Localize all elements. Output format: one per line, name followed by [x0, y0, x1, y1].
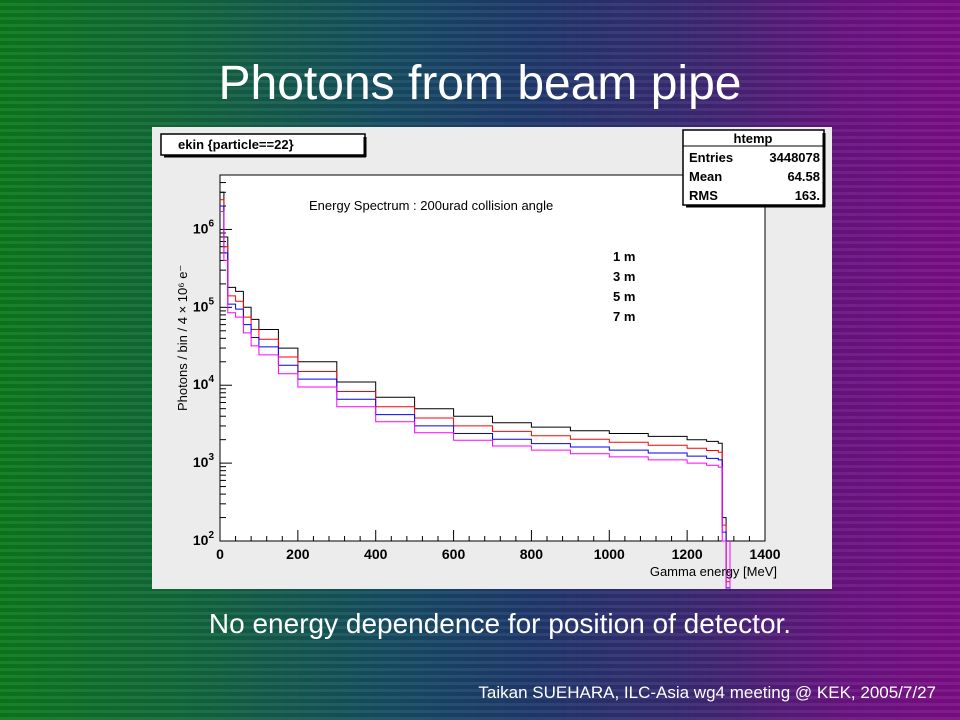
x-tick-label: 600 [442, 546, 466, 562]
stats-label: Entries [689, 150, 733, 165]
plot-panel: ekin {particle==22} 102 103 104 105 106 0 200… [152, 127, 832, 589]
legend-entry: 5 m [613, 289, 635, 304]
series-lines [220, 191, 731, 589]
plot-area [219, 174, 766, 542]
x-axis-label: Gamma energy [MeV] [650, 564, 777, 579]
stats-label: Mean [689, 169, 722, 184]
slide-caption: No energy dependence for position of det… [208, 608, 792, 639]
stats-title: htemp [734, 131, 773, 146]
stats-value: 163. [795, 188, 820, 203]
chart-title: Energy Spectrum : 200urad collision angl… [309, 198, 553, 213]
x-tick-label: 800 [520, 546, 544, 562]
x-tick-label: 400 [364, 546, 388, 562]
legend-entry: 1 m [613, 249, 635, 264]
histogram-name: ekin {particle==22} [178, 137, 294, 152]
y-axis: 102 103 104 105 106 [193, 174, 232, 548]
x-axis: 0 200 400 600 800 1000 1200 1400 [216, 530, 781, 562]
x-tick-label: 1200 [672, 546, 703, 562]
stats-value: 64.58 [787, 169, 820, 184]
series-line-7m [220, 211, 731, 589]
y-axis-label: Photons / bin / 4 × 10⁶ e⁻ [175, 265, 190, 411]
y-tick-label: 102 [193, 530, 215, 548]
x-tick-label: 1000 [594, 546, 625, 562]
y-tick-label: 103 [193, 452, 215, 470]
y-tick-label: 106 [193, 218, 215, 236]
legend-entry: 7 m [613, 309, 635, 324]
stats-label: RMS [689, 188, 718, 203]
x-tick-label: 0 [216, 546, 224, 562]
slide-title: Photons from beam pipe [218, 57, 742, 110]
slide-footer: Taikan SUEHARA, ILC-Asia wg4 meeting @ K… [478, 683, 936, 702]
y-tick-label: 104 [193, 374, 215, 392]
stats-box: htemp Entries 3448078 Mean 64.58 RMS 163. [682, 129, 826, 208]
legend-entry: 3 m [613, 269, 635, 284]
x-tick-label: 1400 [749, 546, 780, 562]
histogram-name-box: ekin {particle==22} [160, 133, 367, 158]
histogram-chart: ekin {particle==22} 102 103 104 105 106 0 200… [160, 129, 826, 589]
legend: 1 m 3 m 5 m 7 m [613, 249, 635, 324]
stats-value: 3448078 [769, 150, 820, 165]
x-tick-label: 200 [286, 546, 310, 562]
y-tick-label: 105 [193, 296, 215, 314]
